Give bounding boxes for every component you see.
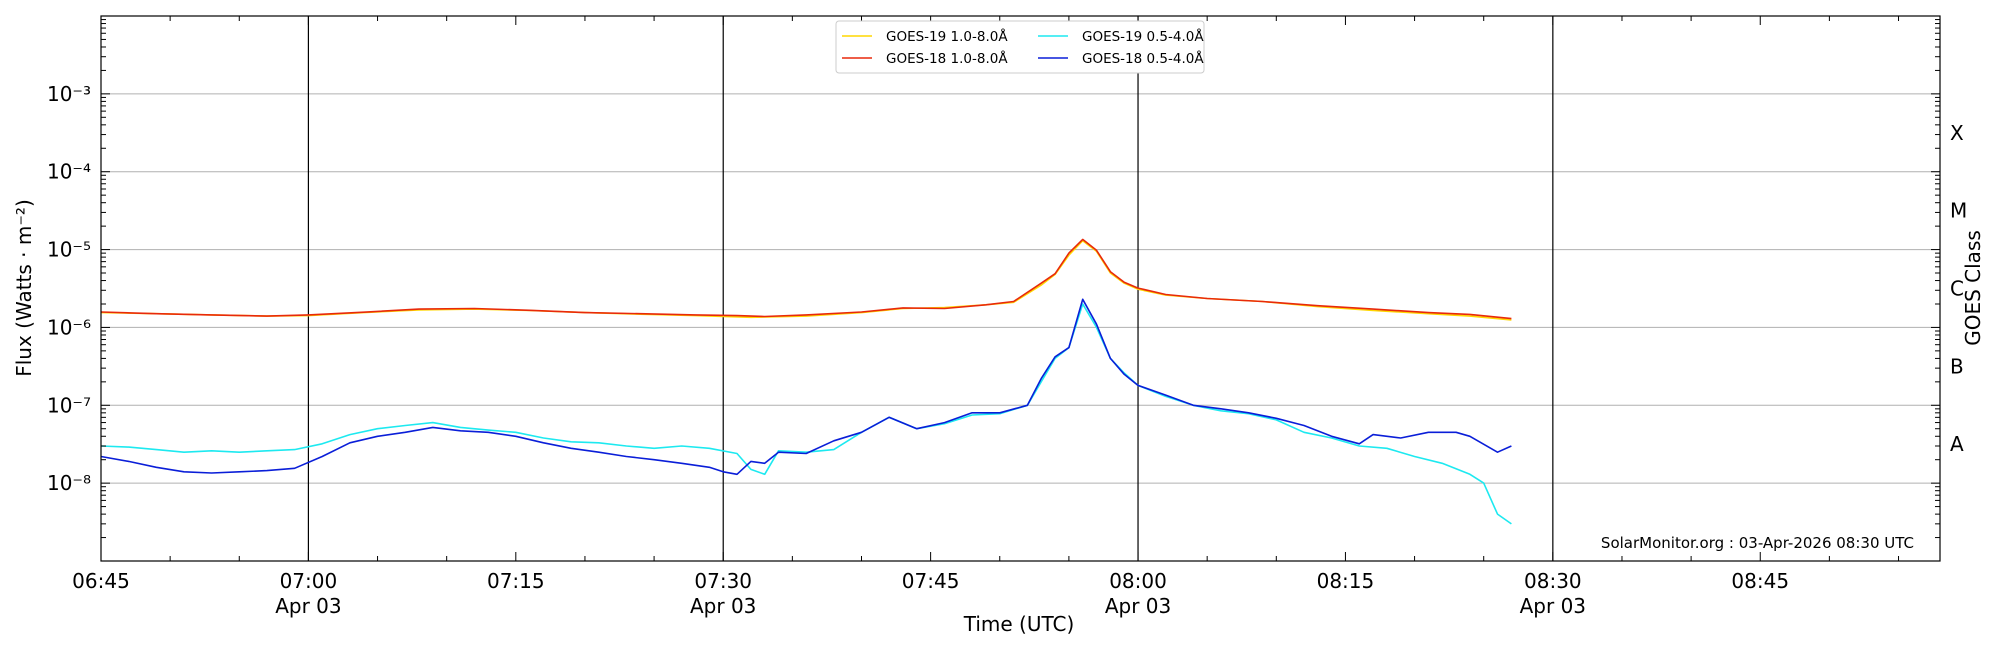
goes-class-label: A [1950,432,1964,456]
x-tick-label: 08:30 [1524,569,1582,593]
legend-label: GOES-19 0.5-4.0Å [1082,28,1204,45]
x-tick-label: 07:15 [487,569,545,593]
goes-class-label: C [1950,277,1964,301]
legend-label: GOES-19 1.0-8.0Å [886,28,1008,45]
y-tick-label: 10⁻⁸ [47,471,91,495]
chart-annotation: SolarMonitor.org : 03-Apr-2026 08:30 UTC [1601,534,1914,552]
plot-frame [100,15,1941,562]
x-tick-label: 08:15 [1317,569,1375,593]
legend-label: GOES-18 0.5-4.0Å [1082,50,1204,67]
x-tick-date-label: Apr 03 [1520,594,1586,618]
x-axis-label: Time (UTC) [963,612,1075,636]
series-line [100,238,1512,320]
legend-label: GOES-18 1.0-8.0Å [886,50,1008,67]
x-tick-label: 08:45 [1731,569,1789,593]
goes-class-label: B [1950,354,1964,378]
goes-class-axis-label: GOES Class [1961,230,1985,346]
x-tick-date-label: Apr 03 [275,594,341,618]
legend-box [835,20,1205,74]
x-tick-date-label: Apr 03 [1105,594,1171,618]
y-tick-label: 10⁻⁵ [47,238,91,262]
y-tick-label: 10⁻⁶ [47,315,91,339]
y-tick-label: 10⁻⁷ [47,393,91,417]
goes-class-label: X [1950,121,1964,145]
grid-lines [101,93,1940,484]
series-lines [100,238,1512,525]
series-line [100,298,1512,476]
x-tick-label: 07:45 [902,569,960,593]
x-tick-label: 07:00 [280,569,338,593]
goes-class-label: M [1950,199,1967,223]
y-axis-label: Flux (Watts · m⁻²) [12,199,36,377]
legend: GOES-19 1.0-8.0Å GOES-18 1.0-8.0Å GOES-19 … [835,20,1205,74]
x-tick-date-label: Apr 03 [690,594,756,618]
x-tick-label: 06:45 [72,569,130,593]
y-tick-label: 10⁻³ [47,82,91,106]
y-tick-label: 10⁻⁴ [47,160,91,184]
x-tick-label: 08:00 [1109,569,1167,593]
x-tick-label: 07:30 [694,569,752,593]
